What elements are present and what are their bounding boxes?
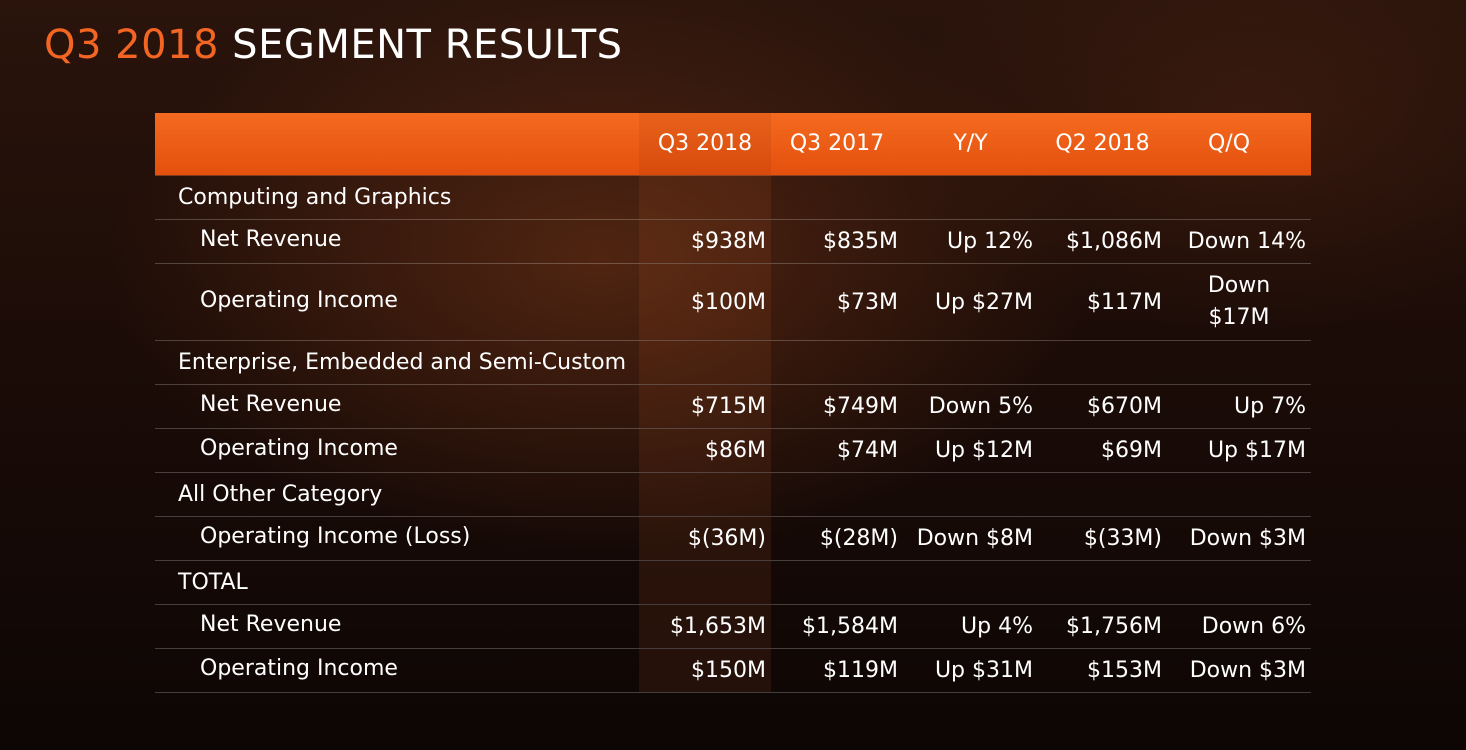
row-label: Net Revenue <box>200 612 342 637</box>
column-header-q3-2018: Q3 2018 <box>657 131 753 156</box>
table-row: Net Revenue $1,653M $1,584M Up 4% $1,756… <box>155 605 1311 649</box>
row-label: Net Revenue <box>200 227 342 252</box>
slide-title-text: SEGMENT RESULTS <box>232 22 623 68</box>
table-row: Net Revenue $938M $835M Up 12% $1,086M D… <box>155 220 1311 264</box>
segment-results-table: Q3 2018 Q3 2017 Y/Y Q2 2018 Q/Q Computin… <box>155 113 1311 693</box>
cell-q3-2017: $1,584M <box>802 614 898 639</box>
section-label: All Other Category <box>178 482 383 507</box>
section-label: Computing and Graphics <box>178 184 452 210</box>
column-header-q3-2017: Q3 2017 <box>789 131 885 156</box>
cell-q2-2018: $153M <box>1087 658 1162 683</box>
row-label: Operating Income <box>200 287 398 313</box>
table-row: Operating Income $86M $74M Up $12M $69M … <box>155 429 1311 473</box>
row-label: Operating Income <box>200 656 398 681</box>
cell-q3-2018: $150M <box>691 658 766 683</box>
cell-q3-2018: $86M <box>705 438 766 463</box>
cell-q3-2017: $(28M) <box>819 526 898 551</box>
column-header-yy: Y/Y <box>953 131 988 156</box>
cell-yy: Down $8M <box>916 526 1033 551</box>
cell-q3-2018: $715M <box>691 394 766 419</box>
cell-q2-2018: $69M <box>1101 438 1162 463</box>
cell-q3-2018: $938M <box>691 229 766 254</box>
table-row: Operating Income $150M $119M Up $31M $15… <box>155 649 1311 693</box>
cell-yy: Down 5% <box>928 394 1033 419</box>
section-row: Enterprise, Embedded and Semi-Custom <box>155 341 1311 385</box>
cell-q3-2018: $100M <box>691 289 766 315</box>
cell-q2-2018: $1,756M <box>1066 614 1162 639</box>
table-row: Operating Income (Loss) $(36M) $(28M) Do… <box>155 517 1311 561</box>
cell-yy: Up 4% <box>961 614 1033 639</box>
section-label: TOTAL <box>178 570 248 595</box>
row-label: Operating Income (Loss) <box>200 524 471 549</box>
table-header-row: Q3 2018 Q3 2017 Y/Y Q2 2018 Q/Q <box>155 113 1311 175</box>
section-row: Computing and Graphics <box>155 175 1311 220</box>
cell-q2-2018: $670M <box>1087 394 1162 419</box>
cell-q3-2018: $1,653M <box>670 614 766 639</box>
section-label: Enterprise, Embedded and Semi-Custom <box>178 350 627 375</box>
column-header-q2-2018: Q2 2018 <box>1055 131 1150 156</box>
section-row: TOTAL <box>155 561 1311 605</box>
cell-q3-2017: $835M <box>823 229 898 254</box>
cell-q3-2017: $73M <box>837 289 898 315</box>
cell-yy: Up 12% <box>947 229 1033 254</box>
cell-qq: Down 6% <box>1201 614 1306 639</box>
table-row: Operating Income $100M $73M Up $27M $117… <box>155 264 1311 341</box>
cell-yy: Up $12M <box>934 438 1033 463</box>
cell-qq: Down $3M <box>1189 658 1306 683</box>
cell-q3-2017: $74M <box>837 438 898 463</box>
slide-title-accent: Q3 2018 <box>44 22 219 68</box>
row-label: Operating Income <box>200 436 398 461</box>
cell-q3-2017: $119M <box>823 658 898 683</box>
cell-q3-2017: $749M <box>823 394 898 419</box>
cell-qq: Down $17M <box>1207 273 1271 330</box>
cell-q2-2018: $1,086M <box>1066 229 1162 254</box>
cell-qq: Up $17M <box>1207 438 1306 463</box>
cell-yy: Up $31M <box>934 658 1033 683</box>
cell-yy: Up $27M <box>934 289 1033 315</box>
table-row: Net Revenue $715M $749M Down 5% $670M Up… <box>155 385 1311 429</box>
row-label: Net Revenue <box>200 392 342 417</box>
slide-title: Q3 2018 SEGMENT RESULTS <box>44 22 623 68</box>
cell-qq: Up 7% <box>1234 394 1306 419</box>
section-row: All Other Category <box>155 473 1311 517</box>
column-header-qq: Q/Q <box>1207 131 1251 156</box>
cell-qq: Down $3M <box>1189 526 1306 551</box>
cell-q2-2018: $(33M) <box>1083 526 1162 551</box>
cell-q2-2018: $117M <box>1087 289 1162 315</box>
cell-q3-2018: $(36M) <box>687 526 766 551</box>
cell-qq: Down 14% <box>1187 229 1306 254</box>
